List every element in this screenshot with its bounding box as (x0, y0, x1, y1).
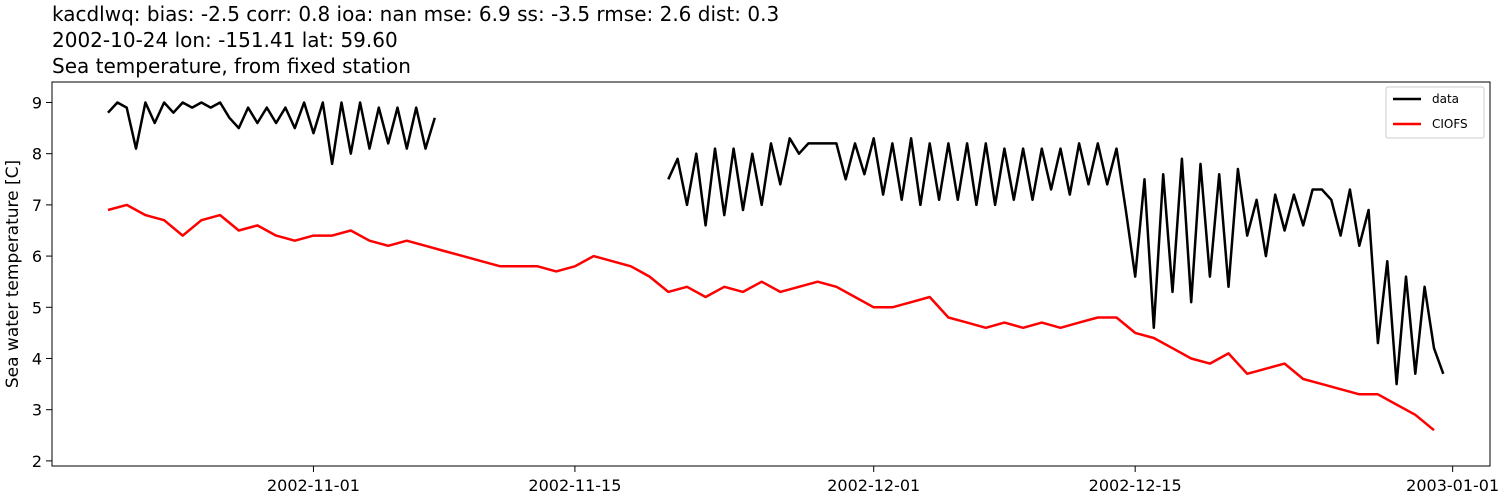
chart-title-line-2: 2002-10-24 lon: -151.41 lat: 59.60 (52, 28, 398, 52)
y-tick-label: 6 (32, 247, 42, 266)
y-tick-label: 8 (32, 145, 42, 164)
series-line-data-segment-2 (667, 137, 1445, 386)
x-tick-label: 2002-11-15 (528, 476, 621, 495)
chart-title-line-1: kacdlwq: bias: -2.5 corr: 0.8 ioa: nan m… (52, 2, 780, 26)
y-tick-label: 9 (32, 93, 42, 112)
y-tick-label: 2 (32, 452, 42, 471)
y-tick-label: 4 (32, 349, 42, 368)
x-tick-label: 2002-12-15 (1089, 476, 1182, 495)
legend: data CIOFS (1385, 86, 1485, 139)
y-tick-label: 7 (32, 196, 42, 215)
series-line-data-segment-1 (107, 101, 436, 166)
chart-title-line-3: Sea temperature, from fixed station (52, 54, 411, 78)
x-tick-label: 2002-12-01 (827, 476, 920, 495)
ticks-layer: 2002-11-01 2002-11-15 2002-12-01 2002-12-15… (32, 93, 1499, 495)
y-tick-label: 3 (32, 401, 42, 420)
y-axis-label: Sea water temperature [C] (3, 160, 23, 388)
x-tick-label: 2002-11-01 (267, 476, 360, 495)
series-layer (107, 101, 1445, 432)
series-line-ciofs-segment-1 (107, 203, 1435, 432)
plot-frame (51, 81, 1491, 467)
legend-label-data: data (1432, 92, 1459, 106)
legend-label-ciofs: CIOFS (1432, 117, 1468, 131)
x-tick-label: 2003-01-01 (1406, 476, 1499, 495)
y-tick-label: 5 (32, 298, 42, 317)
